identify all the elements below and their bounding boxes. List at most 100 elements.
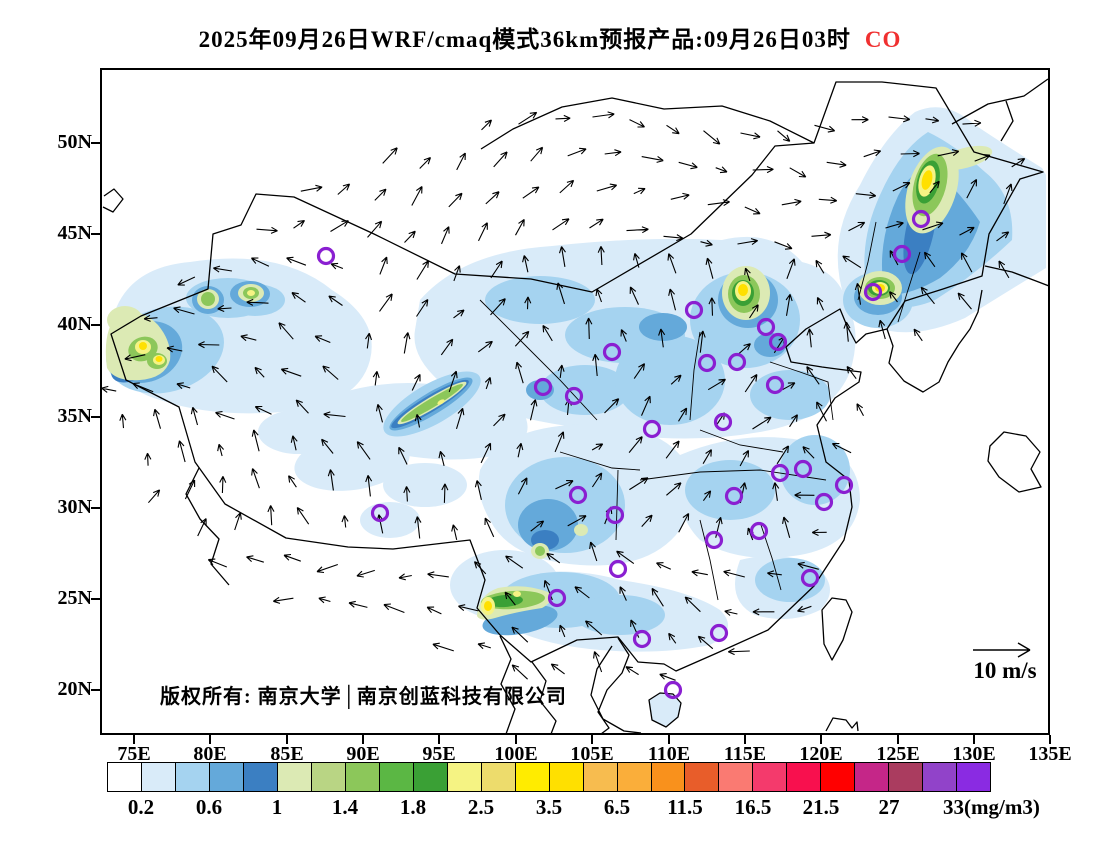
title-pollutant: CO xyxy=(864,27,902,52)
lat-tick-mark xyxy=(91,507,100,509)
lat-tick-label: 35N xyxy=(57,405,92,427)
lon-tick-mark xyxy=(362,735,364,744)
colorbar-cell xyxy=(515,763,550,791)
city-marker xyxy=(713,412,733,432)
colorbar-cell xyxy=(957,763,991,791)
lat-tick-mark xyxy=(91,233,100,235)
amur-lines xyxy=(951,78,1049,142)
city-marker xyxy=(727,352,747,372)
lon-tick-mark xyxy=(438,735,440,744)
city-marker xyxy=(663,680,683,700)
colorbar-cell xyxy=(549,763,584,791)
lon-tick-label: 135E xyxy=(1028,743,1072,765)
city-marker xyxy=(800,568,820,588)
colorbar-cell xyxy=(481,763,516,791)
lon-tick-label: 95E xyxy=(422,743,456,765)
colorbar-legend xyxy=(107,762,991,792)
lat-tick-mark xyxy=(91,689,100,691)
city-marker xyxy=(724,486,744,506)
colorbar-cell xyxy=(175,763,210,791)
city-marker xyxy=(768,332,788,352)
map-frame xyxy=(100,68,1050,735)
colorbar-cell xyxy=(617,763,652,791)
city-marker xyxy=(770,463,790,483)
lat-tick-mark xyxy=(91,598,100,600)
colorbar-tick-label: 21.5 xyxy=(802,795,840,819)
colorbar-cell xyxy=(685,763,720,791)
colorbar-cell xyxy=(447,763,482,791)
lon-tick-mark xyxy=(209,735,211,744)
colorbar-cell xyxy=(311,763,346,791)
colorbar-cell xyxy=(753,763,788,791)
city-markers xyxy=(316,209,931,700)
colorbar-cell xyxy=(141,763,176,791)
city-marker xyxy=(684,300,704,320)
title-main: 2025年09月26日WRF/cmaq模式36km预报产品:09月26日03时 xyxy=(198,27,851,52)
kyushu-outline xyxy=(987,431,1042,493)
lon-tick-label: 120E xyxy=(799,743,843,765)
copyright-text: 版权所有: 南京大学│南京创蓝科技有限公司 xyxy=(160,686,567,708)
city-marker xyxy=(863,282,883,302)
lat-tick-mark xyxy=(91,416,100,418)
hainan-outline xyxy=(648,692,682,728)
colorbar-cell xyxy=(651,763,686,791)
lon-tick-label: 105E xyxy=(570,743,614,765)
taiwan-outline xyxy=(821,597,853,661)
wind-scale-label: 10 m/s xyxy=(973,658,1037,683)
colorbar-tick-label: 0.2 xyxy=(127,795,155,819)
colorbar-tick-label: 16.5 xyxy=(734,795,772,819)
wind-scale-arrow xyxy=(973,642,1031,658)
city-marker xyxy=(605,505,625,525)
lon-tick-mark xyxy=(668,735,670,744)
lon-tick-label: 125E xyxy=(876,743,920,765)
lat-tick-label: 45N xyxy=(57,222,92,244)
lon-tick-label: 130E xyxy=(952,743,996,765)
lon-tick-mark xyxy=(744,735,746,744)
colorbar-cell xyxy=(345,763,380,791)
colorbar-cell xyxy=(889,763,924,791)
coastline-borders xyxy=(102,78,1049,734)
city-marker xyxy=(749,521,769,541)
lon-tick-mark xyxy=(897,735,899,744)
colorbar-cell xyxy=(277,763,312,791)
lat-tick-label: 40N xyxy=(57,313,92,335)
se-asia-borders xyxy=(499,635,642,734)
small-island-coast xyxy=(825,717,859,732)
lon-tick-label: 80E xyxy=(193,743,227,765)
colorbar-cell xyxy=(583,763,618,791)
lon-tick-mark xyxy=(515,735,517,744)
lat-tick-mark xyxy=(91,324,100,326)
colorbar-tick-label: 0.6 xyxy=(195,795,223,819)
lon-tick-label: 85E xyxy=(270,743,304,765)
lon-tick-label: 110E xyxy=(647,743,691,765)
lat-tick-mark xyxy=(91,142,100,144)
colorbar-cell xyxy=(923,763,958,791)
mongolia-russia-border xyxy=(480,97,815,150)
lon-tick-mark xyxy=(133,735,135,744)
city-marker xyxy=(704,530,724,550)
colorbar-tick-label: 33(mg/m3) xyxy=(943,795,1040,819)
lat-tick-label: 25N xyxy=(57,587,92,609)
colorbar-tick-label: 1.8 xyxy=(399,795,427,819)
city-marker xyxy=(642,419,662,439)
colorbar-tick-label: 2.5 xyxy=(467,795,495,819)
city-marker xyxy=(756,317,776,337)
colorbar-cell xyxy=(379,763,414,791)
city-marker xyxy=(765,375,785,395)
lon-tick-mark xyxy=(591,735,593,744)
colorbar-cell xyxy=(243,763,278,791)
lon-tick-label: 100E xyxy=(494,743,538,765)
india-borders xyxy=(185,467,230,586)
city-marker xyxy=(793,459,813,479)
city-marker xyxy=(602,342,622,362)
colorbar-tick-label: 11.5 xyxy=(667,795,703,819)
china-outline xyxy=(110,81,1044,672)
lon-tick-label: 90E xyxy=(346,743,380,765)
colorbar-cell xyxy=(719,763,754,791)
lon-tick-mark xyxy=(286,735,288,744)
lon-tick-mark xyxy=(1049,735,1051,744)
lat-tick-label: 20N xyxy=(57,678,92,700)
city-marker xyxy=(697,353,717,373)
lon-tick-label: 75E xyxy=(117,743,151,765)
